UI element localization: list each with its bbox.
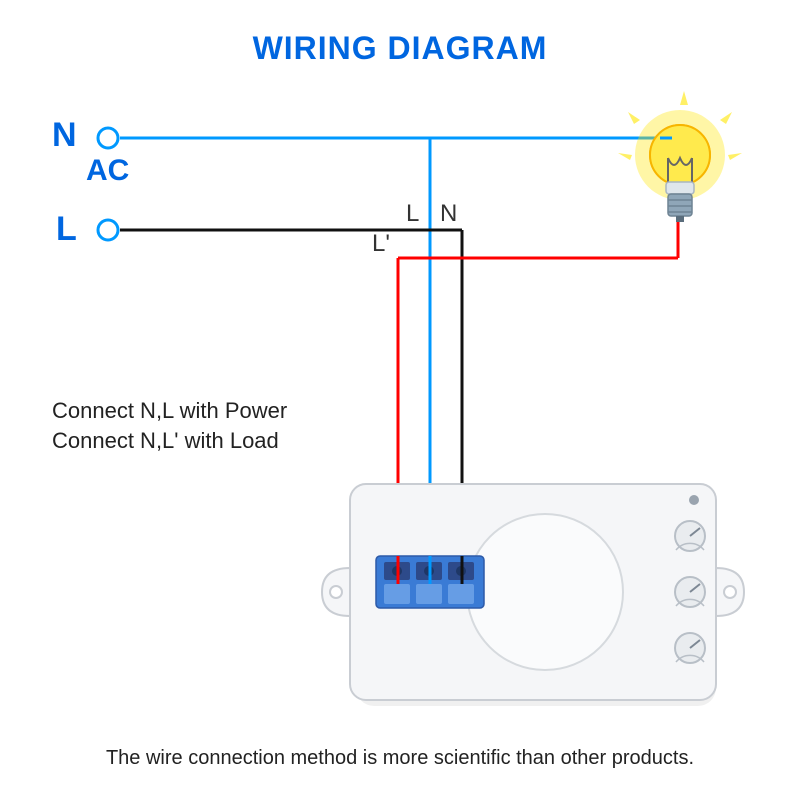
terminal-l-label: L [406,200,419,228]
l-terminal-icon [98,220,118,240]
terminal-lprime-label: L' [372,230,390,258]
neutral-label: N [52,116,77,155]
instruction-line-2: Connect N,L' with Load [52,428,279,454]
terminal-n-label: N [440,200,457,228]
bulb-icon [618,91,742,222]
sensor-module-icon [322,484,744,706]
instruction-line-1: Connect N,L with Power [52,398,287,424]
line-label: L [56,210,77,249]
footer-text: The wire connection method is more scien… [0,747,800,770]
ac-label: AC [86,154,129,188]
n-terminal-icon [98,128,118,148]
